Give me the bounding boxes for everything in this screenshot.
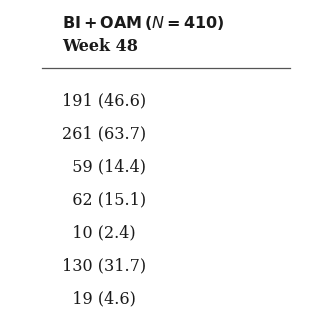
Text: 19 (4.6): 19 (4.6) — [62, 290, 136, 307]
Text: $\bf{BI + OAM\/(}$$\it{N}$$\bf{= 410)}$: $\bf{BI + OAM\/(}$$\it{N}$$\bf{= 410)}$ — [62, 14, 225, 32]
Text: 191 (46.6): 191 (46.6) — [62, 92, 146, 109]
Text: 261 (63.7): 261 (63.7) — [62, 125, 146, 142]
Text: 59 (14.4): 59 (14.4) — [62, 158, 146, 175]
Text: 130 (31.7): 130 (31.7) — [62, 257, 146, 274]
Text: 62 (15.1): 62 (15.1) — [62, 191, 146, 208]
Text: 10 (2.4): 10 (2.4) — [62, 224, 136, 241]
Text: Week 48: Week 48 — [62, 38, 138, 55]
